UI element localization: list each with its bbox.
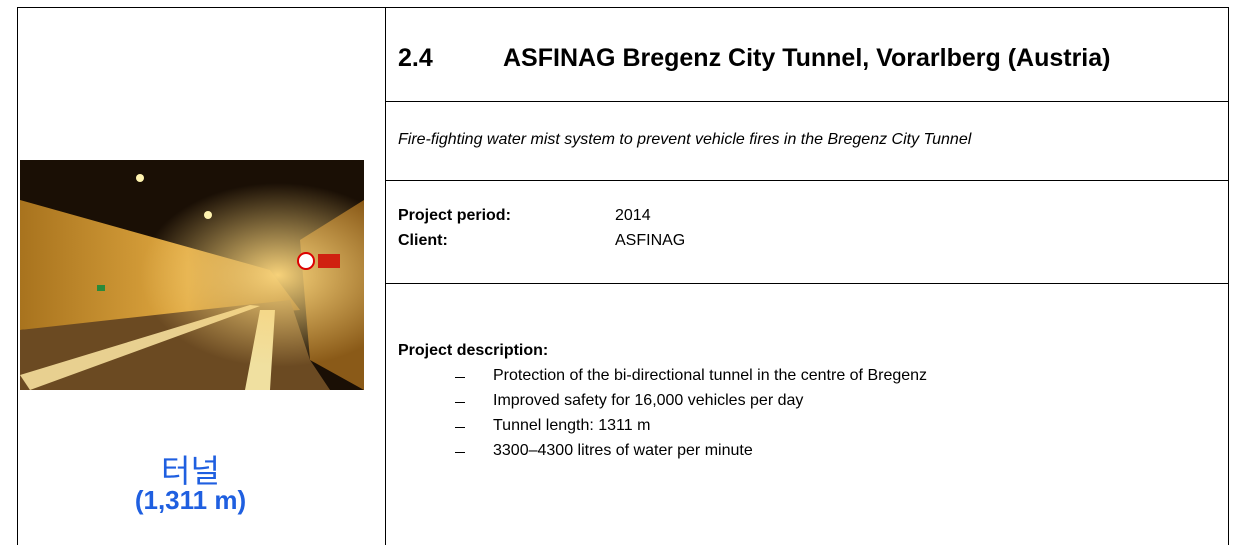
divider	[385, 101, 1229, 102]
bullet	[455, 402, 465, 403]
detail-label: Client:	[398, 232, 448, 250]
bullet	[455, 452, 465, 453]
divider	[385, 180, 1229, 181]
description-item: 3300–4300 litres of water per minute	[493, 442, 753, 460]
tunnel-photo	[20, 160, 364, 390]
border	[17, 7, 1229, 8]
bullet	[455, 427, 465, 428]
detail-label: Project period:	[398, 207, 511, 225]
description-item: Tunnel length: 1311 m	[493, 417, 650, 435]
detail-value: 2014	[615, 207, 651, 225]
subtitle: Fire-fighting water mist system to preve…	[398, 131, 971, 149]
section-number: 2.4	[398, 44, 433, 73]
description-heading: Project description:	[398, 342, 548, 360]
border	[1228, 7, 1229, 545]
page: 2.4 ASFINAG Bregenz City Tunnel, Vorarlb…	[0, 0, 1243, 545]
divider	[385, 7, 386, 545]
divider	[385, 283, 1229, 284]
bullet	[455, 377, 465, 378]
detail-value: ASFINAG	[615, 232, 685, 250]
description-item: Improved safety for 16,000 vehicles per …	[493, 392, 803, 410]
title: ASFINAG Bregenz City Tunnel, Vorarlberg …	[503, 44, 1110, 73]
caption-length: (1,311 m)	[17, 485, 364, 516]
description-item: Protection of the bi-directional tunnel …	[493, 367, 927, 385]
